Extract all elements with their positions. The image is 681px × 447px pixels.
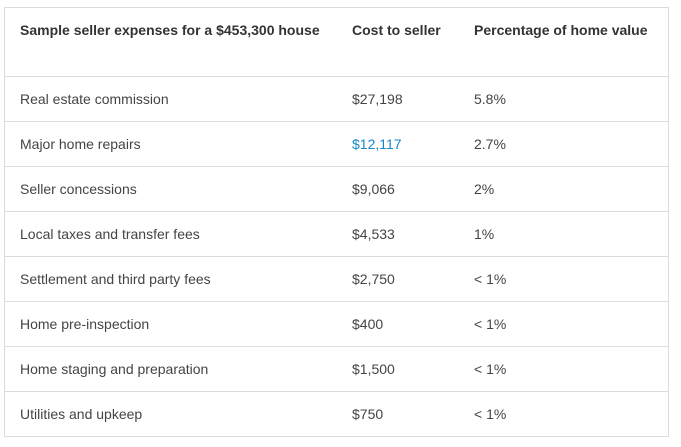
header-percentage: Percentage of home value [474, 22, 648, 38]
table-row: Settlement and third party fees $2,750 <… [5, 256, 668, 302]
table-row: Local taxes and transfer fees $4,533 1% [5, 211, 668, 257]
expense-cell: Settlement and third party fees [5, 256, 337, 302]
expense-cell: Local taxes and transfer fees [5, 211, 337, 257]
expense-cell: Utilities and upkeep [5, 391, 337, 436]
major-repairs-cost-link[interactable]: $12,117 [352, 136, 402, 152]
cost-cell: $12,117 [337, 121, 459, 167]
table-row: Utilities and upkeep $750 < 1% [5, 391, 668, 436]
percent-cell: < 1% [459, 301, 668, 347]
table-row: Major home repairs $12,117 2.7% [5, 121, 668, 167]
percent-cell: < 1% [459, 256, 668, 302]
header-expense: Sample seller expenses for a $453,300 ho… [20, 22, 320, 38]
percent-cell: 2% [459, 166, 668, 212]
percent-cell: < 1% [459, 391, 668, 436]
cost-cell: $9,066 [337, 166, 459, 212]
cost-cell: $400 [337, 301, 459, 347]
seller-expenses-table-container: Sample seller expenses for a $453,300 ho… [4, 7, 669, 437]
percent-cell: 2.7% [459, 121, 668, 167]
percent-cell: < 1% [459, 346, 668, 392]
cost-cell: $1,500 [337, 346, 459, 392]
expense-cell: Real estate commission [5, 76, 337, 122]
cost-cell: $4,533 [337, 211, 459, 257]
expense-cell: Seller concessions [5, 166, 337, 212]
cost-cell: $2,750 [337, 256, 459, 302]
expense-cell: Home pre-inspection [5, 301, 337, 347]
cost-cell: $27,198 [337, 76, 459, 122]
table-header-row: Sample seller expenses for a $453,300 ho… [5, 8, 668, 77]
expense-cell: Major home repairs [5, 121, 337, 167]
table-row: Real estate commission $27,198 5.8% [5, 76, 668, 122]
table-row: Home pre-inspection $400 < 1% [5, 301, 668, 347]
table-row: Home staging and preparation $1,500 < 1% [5, 346, 668, 392]
cost-cell: $750 [337, 391, 459, 436]
header-cost: Cost to seller [352, 22, 441, 38]
seller-expenses-table: Sample seller expenses for a $453,300 ho… [5, 8, 668, 436]
table-row: Seller concessions $9,066 2% [5, 166, 668, 212]
percent-cell: 1% [459, 211, 668, 257]
percent-cell: 5.8% [459, 76, 668, 122]
expense-cell: Home staging and preparation [5, 346, 337, 392]
